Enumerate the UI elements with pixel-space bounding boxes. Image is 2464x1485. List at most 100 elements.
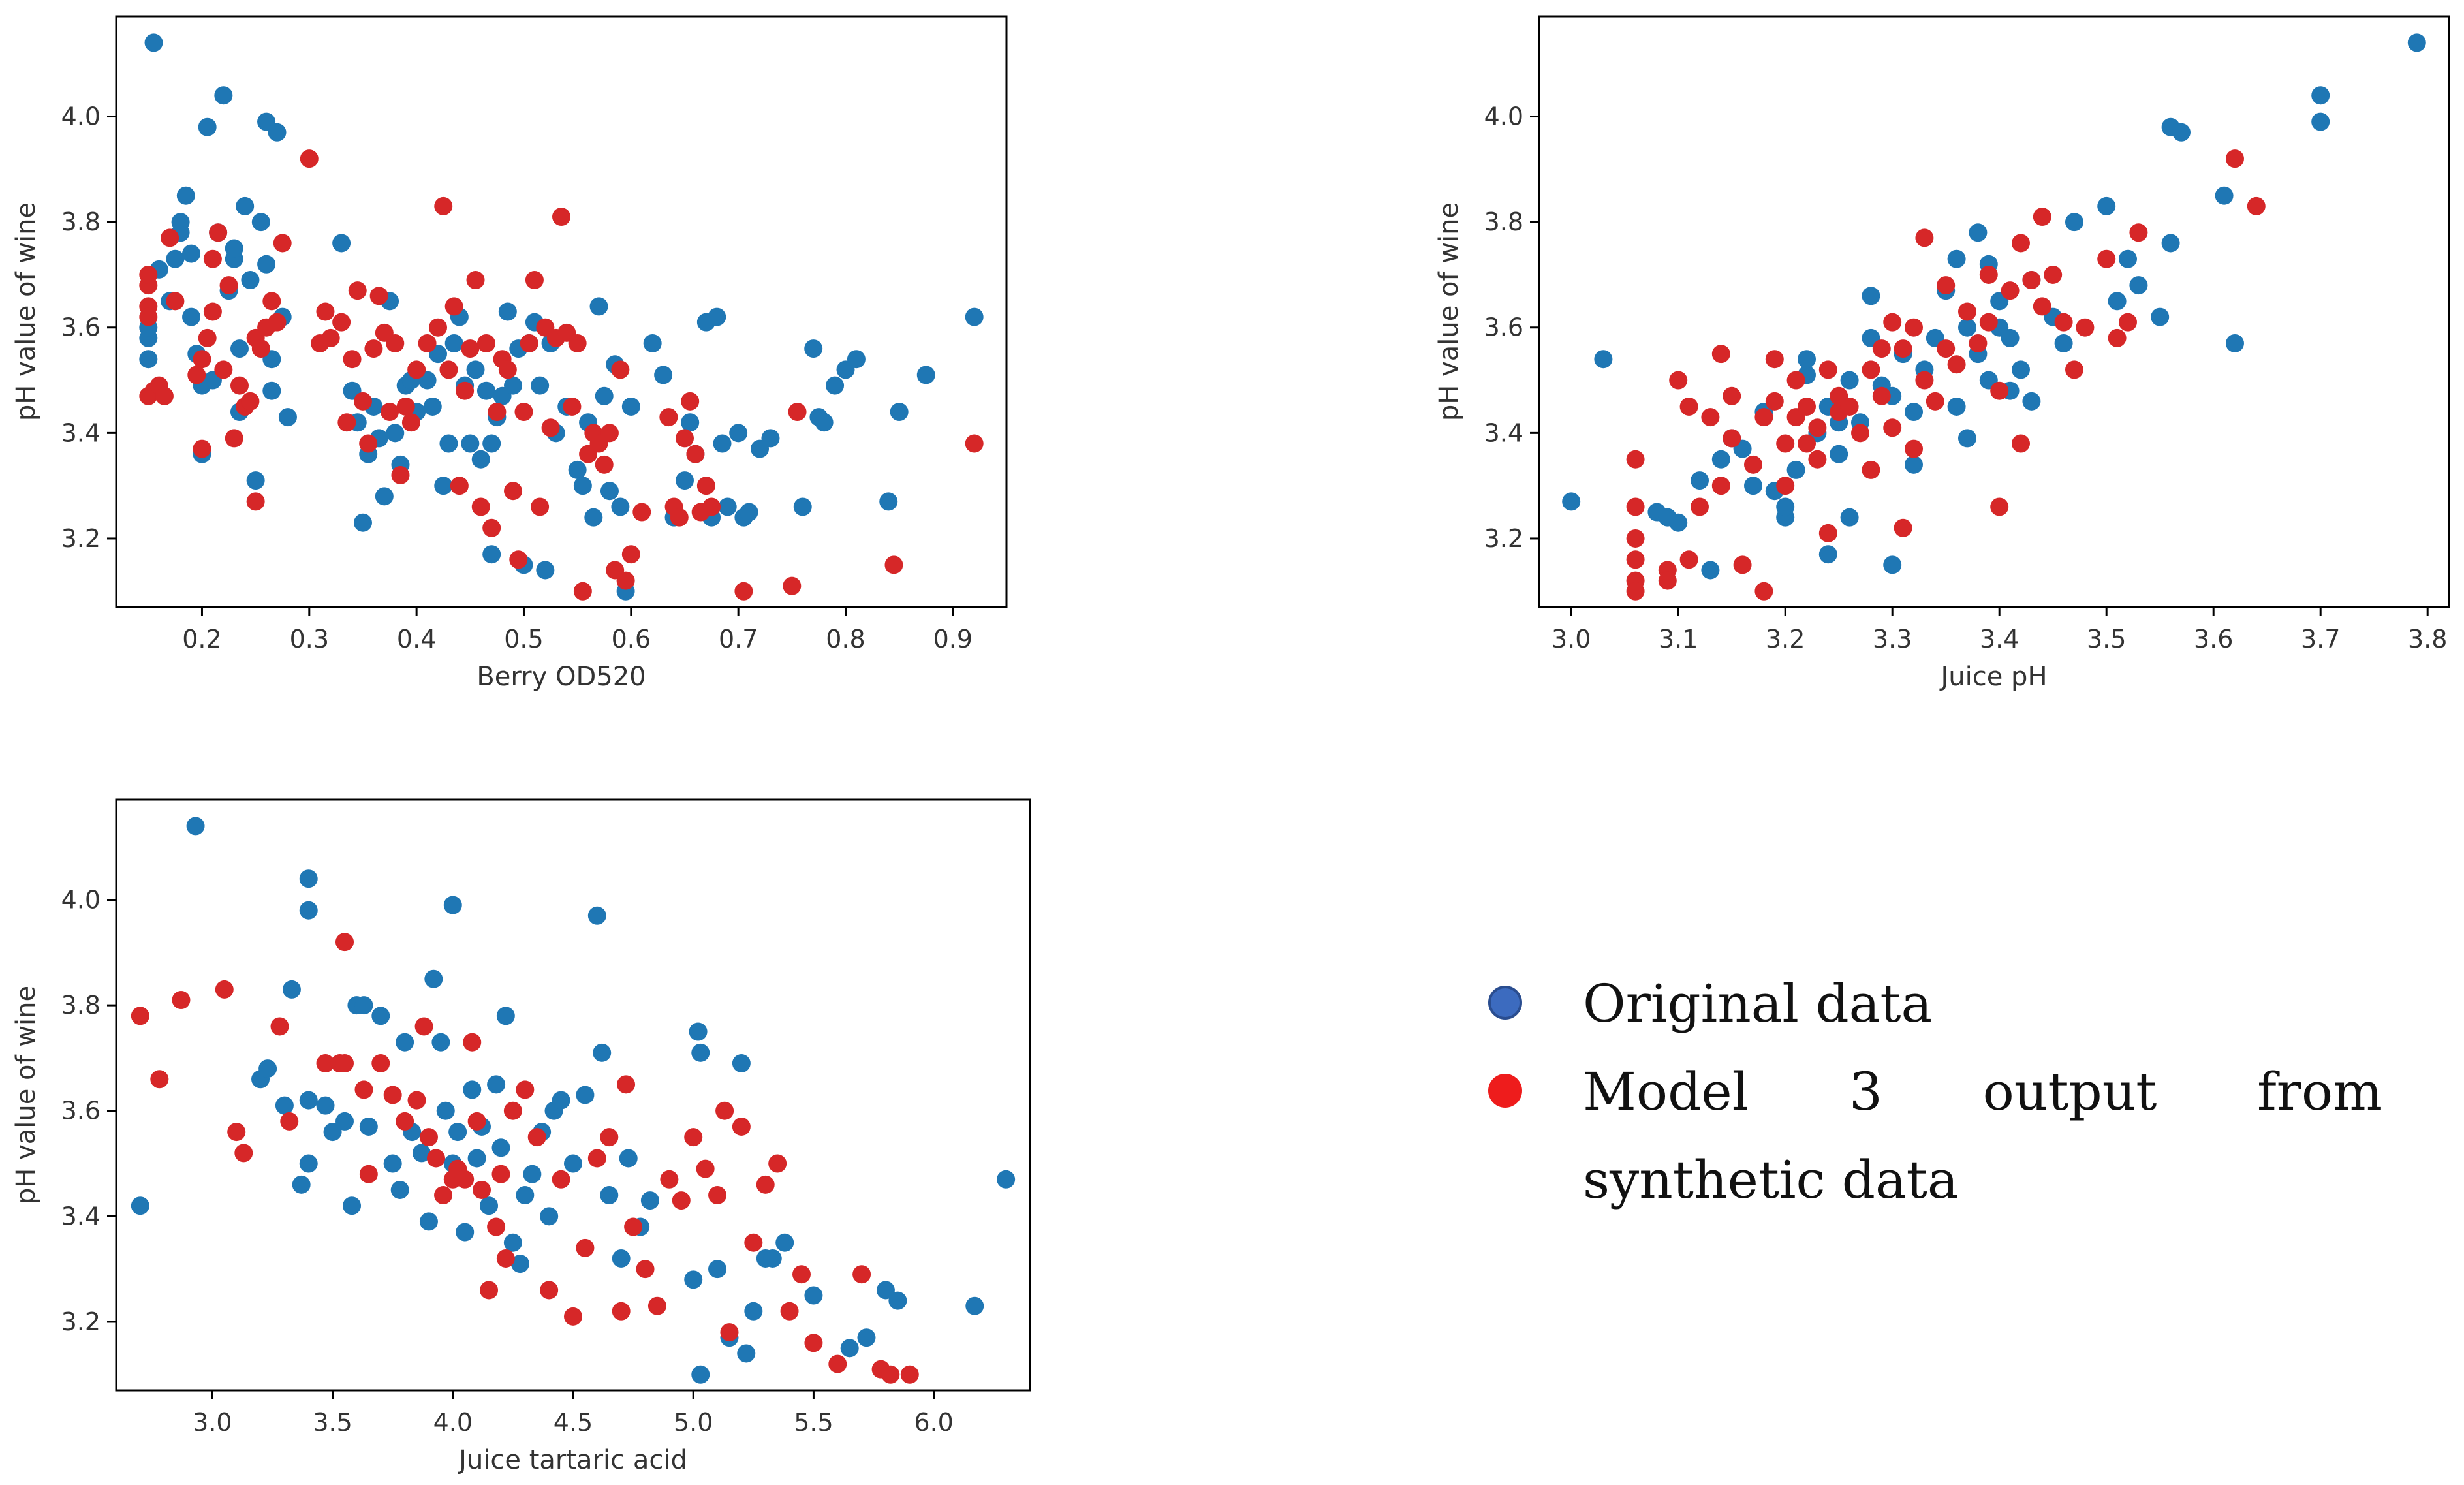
chart-1-point-synthetic (391, 465, 410, 484)
chart-3-point-original (640, 1191, 659, 1210)
chart-3-point-synthetic (172, 991, 191, 1010)
chart-3-point-original (443, 896, 462, 914)
chart-2-point-original (1905, 455, 1923, 474)
chart-1-point-synthetic (198, 328, 217, 347)
chart-2-point-original (2311, 86, 2330, 105)
chart-2-point-original (2065, 213, 2083, 232)
chart-2-point-original (2054, 334, 2073, 352)
chart-1-point-original (214, 86, 233, 105)
chart-1-point-original (729, 424, 748, 443)
chart-3-point-original (775, 1233, 794, 1252)
chart-2-point-original (1711, 450, 1730, 469)
chart-3-y-axis-label: pH value of wine (11, 986, 41, 1204)
chart-1-point-original (498, 302, 517, 321)
chart-1-point-synthetic (611, 360, 630, 379)
chart-2-point-original (2001, 328, 2020, 347)
chart-3-point-synthetic (527, 1128, 546, 1147)
chart-1-point-synthetic (525, 271, 544, 290)
chart-1-point-synthetic (418, 334, 437, 352)
chart-1-point-synthetic (139, 265, 158, 284)
chart-3-point-synthetic (587, 1149, 606, 1168)
chart-3-point-synthetic (407, 1091, 426, 1110)
chart-1-point-synthetic (884, 555, 903, 574)
blue-circle-icon (1488, 986, 1522, 1020)
chart-1-x-tick-label: 0.5 (504, 625, 543, 653)
chart-2-point-synthetic (1862, 360, 1880, 379)
chart-2-point-original (1818, 545, 1837, 564)
chart-2-point-original (1830, 445, 1848, 463)
chart-3-point-original (516, 1186, 535, 1205)
chart-1-point-original (461, 434, 480, 453)
chart-2-point-original (2161, 234, 2180, 253)
chart-3-y-tick-label: 4.0 (61, 886, 101, 914)
legend-label-synthetic: Model 3 output from synthetic data (1583, 1061, 2382, 1210)
chart-2-point-synthetic (2044, 265, 2063, 284)
chart-3-point-synthetic (636, 1260, 655, 1279)
chart-1-point-synthetic (482, 518, 501, 537)
chart-1-point-synthetic (488, 403, 507, 422)
chart-3-point-original (436, 1101, 455, 1120)
chart-2-point-original (1840, 371, 1859, 390)
chart-2-point-synthetic (1862, 460, 1880, 479)
legend-item-synthetic: Model 3 output from synthetic data (1482, 1048, 2382, 1224)
chart-2-point-synthetic (1872, 339, 1891, 358)
chart-2-x-tick-label: 3.8 (2408, 625, 2447, 653)
chart-3-point-synthetic (215, 980, 234, 999)
chart-3-point-synthetic (516, 1080, 535, 1099)
chart-2-point-synthetic (1808, 450, 1827, 469)
legend: Original data Model 3 output from synthe… (1482, 960, 2382, 1224)
chart-1-point-synthetic (364, 339, 383, 358)
chart-3-point-original (587, 906, 606, 925)
red-circle-icon (1488, 1074, 1522, 1108)
chart-1-x-axis-label: Berry OD520 (476, 662, 646, 692)
chart-2-x-tick-label: 3.1 (1659, 625, 1698, 653)
chart-2-x-tick-label: 3.7 (2301, 625, 2340, 653)
chart-2-point-original (1691, 471, 1709, 490)
chart-3-point-original (275, 1096, 294, 1115)
chart-3-point-synthetic (480, 1281, 499, 1300)
chart-1-point-synthetic (268, 313, 287, 332)
chart-2-point-synthetic (1894, 518, 1912, 537)
chart-1-point-synthetic (965, 434, 984, 453)
chart-1-point-synthetic (219, 276, 238, 295)
chart-1-point-original (225, 239, 243, 258)
chart-3-point-synthetic (491, 1165, 510, 1183)
chart-3-point-original (612, 1249, 631, 1268)
chart-1-point-original (531, 376, 550, 395)
chart-1-point-original (793, 497, 812, 516)
chart-1-point-original (182, 307, 201, 326)
chart-1-x-tick-label: 0.6 (612, 625, 651, 653)
chart-1-point-synthetic (788, 403, 807, 422)
chart-3-x-tick-label: 4.0 (433, 1408, 473, 1437)
chart-3-point-synthetic (227, 1123, 246, 1142)
chart-1-point-original (740, 503, 758, 522)
chart-2-point-synthetic (1723, 429, 1741, 448)
chart-2-point-synthetic (1905, 318, 1923, 337)
chart-1-point-original (198, 117, 217, 136)
chart-2-point-synthetic (1711, 477, 1730, 495)
chart-2-point-synthetic (1798, 434, 1816, 453)
chart-3-point-original (383, 1154, 402, 1173)
chart-1-point-synthetic (321, 328, 340, 347)
chart-3-point-original (456, 1223, 475, 1242)
chart-3-point-synthetic (696, 1159, 715, 1178)
chart-1-point-synthetic (193, 439, 211, 458)
chart-3-point-synthetic (354, 1080, 373, 1099)
chart-3-point-synthetic (359, 1165, 378, 1183)
chart-1-point-synthetic (300, 149, 319, 168)
chart-1-point-original (879, 492, 898, 511)
chart-1-y-tick-label: 3.8 (61, 208, 101, 236)
chart-3-point-synthetic (576, 1238, 595, 1257)
chart-1-point-synthetic (520, 334, 538, 352)
chart-3-point-original (804, 1286, 823, 1305)
chart-2-point-synthetic (1926, 392, 1944, 411)
chart-2-point-original (2119, 249, 2137, 268)
chart-2-point-synthetic (1798, 397, 1816, 416)
chart-3-point-synthetic (600, 1128, 619, 1147)
chart-3-point-synthetic (473, 1180, 491, 1199)
chart-1-point-synthetic (225, 429, 243, 448)
chart-3-point-original (467, 1149, 486, 1168)
chart-3-y-tick-label: 3.6 (61, 1097, 101, 1125)
chart-1-point-synthetic (471, 497, 490, 516)
chart-3-point-original (343, 1196, 362, 1215)
